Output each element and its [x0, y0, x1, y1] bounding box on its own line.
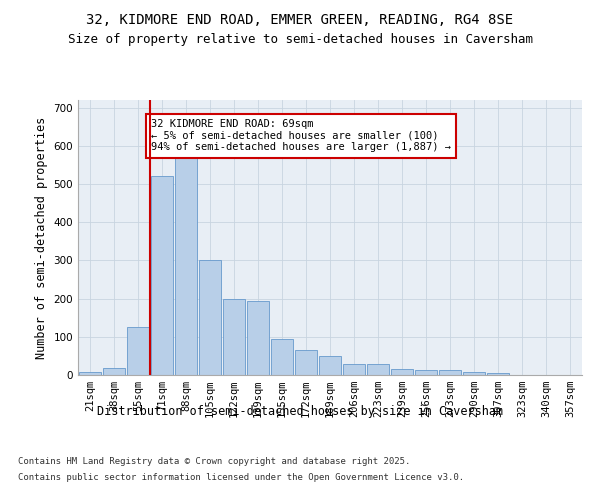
Bar [223, 298, 245, 375]
Y-axis label: Number of semi-detached properties: Number of semi-detached properties [35, 116, 48, 358]
Bar [199, 260, 221, 375]
Bar [175, 154, 197, 375]
Text: Contains HM Land Registry data © Crown copyright and database right 2025.: Contains HM Land Registry data © Crown c… [18, 458, 410, 466]
Bar [415, 370, 437, 375]
Bar [391, 370, 413, 375]
Text: Size of property relative to semi-detached houses in Caversham: Size of property relative to semi-detach… [67, 32, 533, 46]
Bar [487, 373, 509, 375]
Bar [79, 372, 101, 375]
Text: 32, KIDMORE END ROAD, EMMER GREEN, READING, RG4 8SE: 32, KIDMORE END ROAD, EMMER GREEN, READI… [86, 12, 514, 26]
Bar [295, 350, 317, 375]
Bar [247, 300, 269, 375]
Bar [343, 364, 365, 375]
Bar [367, 364, 389, 375]
Text: Contains public sector information licensed under the Open Government Licence v3: Contains public sector information licen… [18, 472, 464, 482]
Bar [151, 176, 173, 375]
Bar [103, 368, 125, 375]
Bar [439, 370, 461, 375]
Text: Distribution of semi-detached houses by size in Caversham: Distribution of semi-detached houses by … [97, 405, 503, 418]
Bar [463, 372, 485, 375]
Bar [271, 338, 293, 375]
Bar [319, 356, 341, 375]
Text: 32 KIDMORE END ROAD: 69sqm
← 5% of semi-detached houses are smaller (100)
94% of: 32 KIDMORE END ROAD: 69sqm ← 5% of semi-… [151, 119, 451, 152]
Bar [127, 328, 149, 375]
